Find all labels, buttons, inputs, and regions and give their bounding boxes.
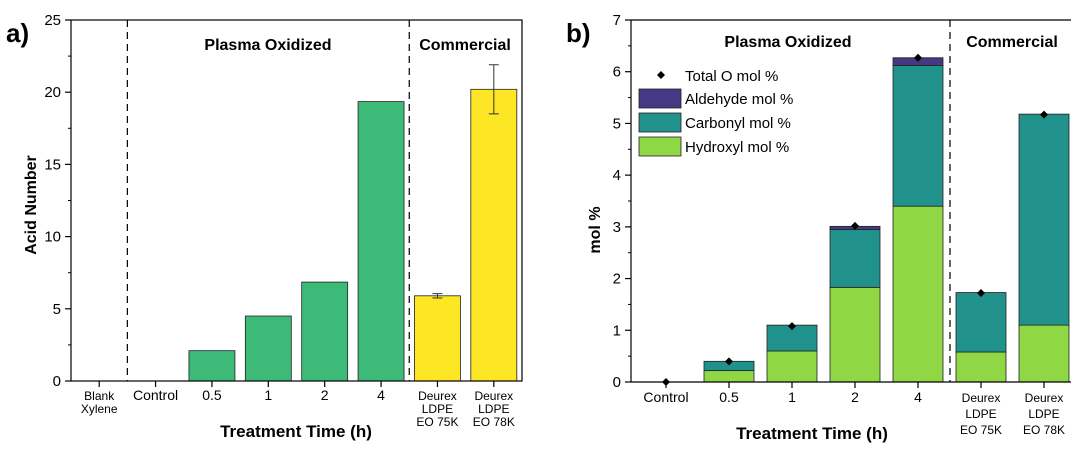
total-marker [914,53,922,62]
x-tick-label: Control [643,389,688,405]
x-tick-label: Control [133,387,178,403]
chart-b-axes: 0 1 2 3 4 5 6 7 Control 0.5 1 2 4 Deurex LDPE EO 75K Deu… [613,12,1071,437]
x-tick-label: 1 [788,389,796,405]
x-tick-label: Deurex [1025,391,1064,405]
legend-label: Carbonyl mol % [685,115,791,132]
y-tick-label: 6 [613,64,621,81]
chart-b-y-axis-title: mol % [587,206,604,253]
panel-b-letter: b) [566,18,591,48]
total-marker [851,221,859,230]
chart-b-section-plasma: Plasma Oxidized [724,34,851,51]
x-tick-label: Deurex [474,389,513,403]
x-tick-label: EO 75K [960,423,1002,437]
y-tick-label: 7 [613,12,621,29]
bar [357,101,405,382]
bar-segment [829,286,881,383]
bar-segment [955,292,1007,353]
bar-segment [766,350,818,383]
y-tick-label: 1 [613,322,621,339]
chart-b-bars [662,53,1070,386]
x-tick-label: Blank [84,389,115,403]
x-tick-label: EO 75K [416,415,458,429]
x-tick-label: EO 78K [1023,423,1065,437]
x-tick-label: 4 [377,387,385,403]
chart-a-bars [188,64,518,382]
y-tick-label: 0 [613,374,621,391]
bar [301,281,349,382]
bar [188,350,236,382]
chart-b: b) 0 1 2 3 4 5 6 7 Control 0.5 1 2 4 Deurex LDPE EO 75K… [566,12,1071,443]
y-tick-label: 2 [613,271,621,288]
y-tick-label: 4 [613,167,621,184]
chart-b-legend: Total O mol % Aldehyde mol % Carbonyl mol … [638,68,793,157]
chart-a-y-axis-title: Acid Number [23,155,40,255]
bar-segment [1018,113,1070,326]
bar [470,88,518,382]
legend-label-total: Total O mol % [685,68,778,85]
bar-segment [1018,324,1070,383]
y-tick-label: 15 [44,156,61,173]
x-tick-label: 1 [264,387,272,403]
legend-swatch-aldehyde [638,88,682,109]
total-marker [977,289,985,298]
x-tick-label: Deurex [418,389,457,403]
bar [244,315,292,382]
x-tick-label: 0.5 [719,389,739,405]
bar-segment [892,205,944,383]
panel-a-letter: a) [6,18,29,48]
x-tick-label: EO 78K [473,415,515,429]
x-tick-label: 0.5 [202,387,222,403]
x-tick-label: LDPE [478,402,509,416]
chart-b-x-axis-title: Treatment Time (h) [736,424,888,443]
x-tick-label: 4 [914,389,922,405]
chart-a-section-commercial: Commercial [419,37,511,54]
y-tick-label: 5 [613,115,621,132]
legend-label: Hydroxyl mol % [685,139,789,156]
y-tick-label: 3 [613,219,621,236]
bar-segment [703,370,755,383]
y-tick-label: 25 [44,12,61,29]
bar-segment [829,229,881,288]
y-tick-label: 20 [44,84,61,101]
bar-segment [892,65,944,207]
legend-swatch-hydroxyl [638,136,682,157]
legend-swatch-carbonyl [638,112,682,133]
total-marker [1040,110,1048,119]
legend-label: Aldehyde mol % [685,91,793,108]
y-tick-label: 0 [53,373,61,390]
x-tick-label: Xylene [81,402,118,416]
x-tick-label: LDPE [965,407,996,421]
total-marker [788,322,796,331]
y-tick-label: 10 [44,229,61,246]
x-tick-label: 2 [321,387,329,403]
x-tick-label: LDPE [422,402,453,416]
bar-segment [955,351,1007,383]
chart-a-x-axis-title: Treatment Time (h) [220,422,372,441]
y-tick-label: 5 [53,301,61,318]
total-marker [725,357,733,366]
x-tick-label: 2 [851,389,859,405]
bar [414,295,461,382]
chart-a-section-plasma: Plasma Oxidized [204,37,331,54]
legend-marker-total [657,71,665,79]
x-tick-label: Deurex [962,391,1001,405]
chart-b-section-commercial: Commercial [966,34,1058,51]
x-tick-label: LDPE [1028,407,1059,421]
